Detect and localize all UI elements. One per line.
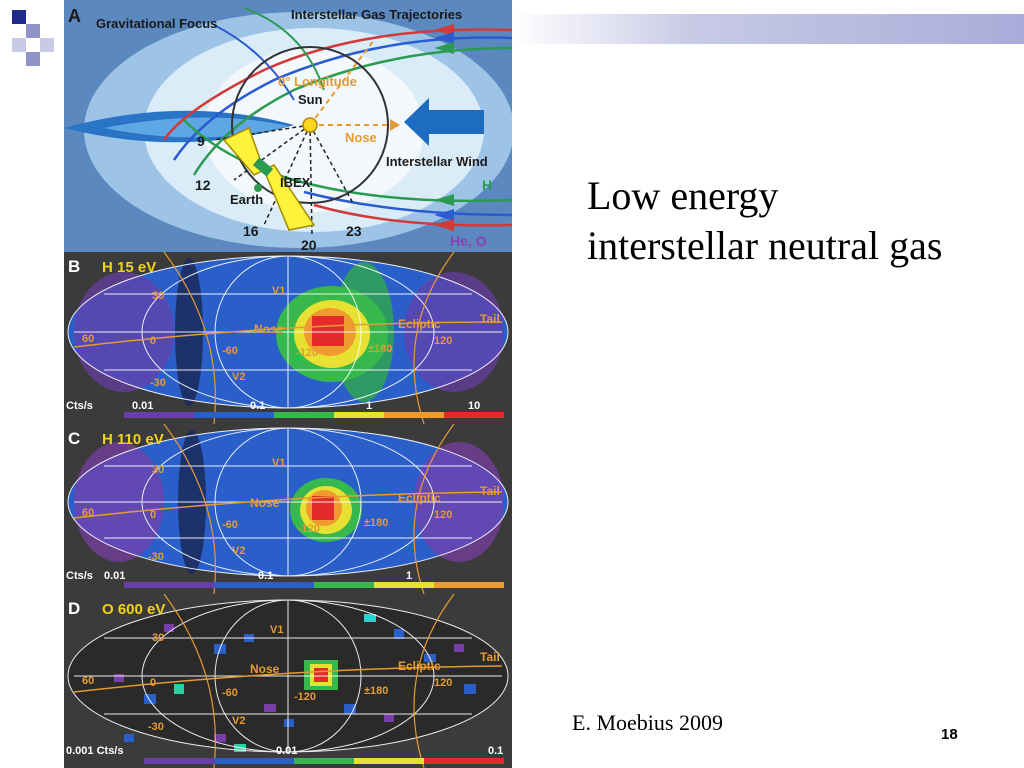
lon-0-label: 0 bbox=[150, 335, 156, 347]
colorbar bbox=[124, 412, 504, 418]
nose-label: Nose bbox=[254, 322, 284, 336]
panel-b-label: B bbox=[68, 257, 80, 276]
lat-30-label: 30 bbox=[152, 632, 164, 644]
lon-0-label: 0 bbox=[150, 509, 156, 521]
month-23-label: 23 bbox=[346, 223, 362, 239]
lat-30-label: 30 bbox=[152, 464, 164, 476]
colorbar-unit: 0.001 Cts/s bbox=[66, 745, 123, 757]
colorbar-tick: 10 bbox=[468, 400, 480, 412]
gravitational-focus-label: Gravitational Focus bbox=[96, 16, 217, 31]
deco-square-mid bbox=[26, 52, 40, 66]
page-number: 18 bbox=[941, 726, 958, 743]
v2-label: V2 bbox=[232, 545, 245, 557]
lon-120-label: 120 bbox=[434, 509, 452, 521]
deco-square-dark bbox=[12, 10, 26, 24]
colorbar-tick: 0.01 bbox=[276, 745, 297, 757]
month-12-label: 12 bbox=[195, 177, 211, 193]
lat-m30-label: -30 bbox=[148, 721, 164, 733]
colorbar bbox=[124, 582, 504, 588]
lon-60-label: 60 bbox=[82, 507, 94, 519]
lon-pm180-label: ±180 bbox=[364, 685, 388, 697]
nose-label: Nose bbox=[250, 496, 280, 510]
ecliptic-label: Ecliptic bbox=[398, 317, 441, 331]
trajectories-label: Interstellar Gas Trajectories bbox=[291, 7, 462, 22]
v2-label: V2 bbox=[232, 715, 245, 727]
heo-label: He, O bbox=[450, 233, 487, 249]
panel-c-title: H 110 eV bbox=[102, 431, 164, 448]
panel-d-label: D bbox=[68, 599, 80, 618]
month-16-label: 16 bbox=[243, 223, 259, 239]
ibex-figure: A Gravitational Focus Interstellar Gas T… bbox=[64, 0, 512, 768]
colorbar-tick: 0.01 bbox=[132, 400, 153, 412]
slide-title-line2: interstellar neutral gas bbox=[587, 223, 943, 268]
h-label: H bbox=[482, 177, 492, 193]
lat-m30-label: -30 bbox=[150, 377, 166, 389]
sun-label: Sun bbox=[298, 92, 323, 107]
panel-b-map: B H 15 eV V1 V2 Nose Ecliptic Tail 30 -3… bbox=[64, 252, 512, 424]
panel-a-label: A bbox=[68, 6, 81, 26]
tail-label: Tail bbox=[480, 484, 500, 498]
lon-0-label: 0 bbox=[150, 677, 156, 689]
panel-c-map: C H 110 eV V1 V2 Nose Ecliptic Tail 30 -… bbox=[64, 424, 512, 594]
panel-d-title: O 600 eV bbox=[102, 601, 165, 618]
tail-label: Tail bbox=[480, 312, 500, 326]
slide-title-line1: Low energy bbox=[587, 173, 779, 218]
lon-m60-label: -60 bbox=[222, 345, 238, 357]
deco-square-light bbox=[40, 38, 54, 52]
ibex-label: IBEX bbox=[280, 175, 311, 190]
panel-a-schematic: A Gravitational Focus Interstellar Gas T… bbox=[64, 0, 512, 252]
corner-decoration bbox=[12, 10, 54, 66]
panel-d-map: D O 600 eV V1 V2 Nose Ecliptic Tail 30 -… bbox=[64, 594, 512, 768]
lon-m120-label: -120 bbox=[294, 691, 316, 703]
figure-credit: E. Moebius 2009 bbox=[572, 710, 723, 735]
v1-label: V1 bbox=[272, 457, 285, 469]
longitude-label: 0° Longitude bbox=[278, 74, 357, 89]
panel-c-label: C bbox=[68, 429, 80, 448]
month-9-label: 9 bbox=[197, 133, 205, 149]
slide-title: Low energy interstellar neutral gas bbox=[587, 171, 1007, 271]
colorbar bbox=[144, 758, 504, 764]
ecliptic-label: Ecliptic bbox=[398, 659, 441, 673]
v1-label: V1 bbox=[272, 285, 285, 297]
tail-label: Tail bbox=[480, 650, 500, 664]
colorbar-tick: 1 bbox=[406, 570, 412, 582]
lon-60-label: 60 bbox=[82, 675, 94, 687]
colorbar-unit: Cts/s bbox=[66, 570, 93, 582]
lon-120-label: 120 bbox=[434, 335, 452, 347]
lon-m120-label: -120 bbox=[298, 523, 320, 535]
colorbar-tick: 0.01 bbox=[104, 570, 125, 582]
month-20-label: 20 bbox=[301, 237, 317, 252]
interstellar-wind-label: Interstellar Wind bbox=[386, 154, 488, 169]
deco-square-light bbox=[12, 38, 26, 52]
lat-m30-label: -30 bbox=[148, 551, 164, 563]
colorbar-tick: 0.1 bbox=[250, 400, 265, 412]
colorbar-tick: 1 bbox=[366, 400, 372, 412]
nose-label: Nose bbox=[250, 662, 280, 676]
lon-m60-label: -60 bbox=[222, 519, 238, 531]
lon-m60-label: -60 bbox=[222, 687, 238, 699]
ecliptic-label: Ecliptic bbox=[398, 491, 441, 505]
lon-pm180-label: ±180 bbox=[364, 517, 388, 529]
deco-square-mid bbox=[26, 24, 40, 38]
header-gradient-bar bbox=[512, 14, 1024, 44]
colorbar-tick: 0.1 bbox=[258, 570, 273, 582]
earth-label: Earth bbox=[230, 192, 263, 207]
v1-label: V1 bbox=[270, 624, 283, 636]
colorbar-unit: Cts/s bbox=[66, 400, 93, 412]
lat-30-label: 30 bbox=[152, 290, 164, 302]
colorbar-tick: 0.1 bbox=[488, 745, 503, 757]
lon-60-label: 60 bbox=[82, 333, 94, 345]
panel-b-title: H 15 eV bbox=[102, 259, 156, 276]
lon-pm180-label: ±180 bbox=[368, 343, 392, 355]
lon-m120-label: -120 bbox=[296, 347, 318, 359]
nose-label: Nose bbox=[345, 130, 377, 145]
lon-120-label: 120 bbox=[434, 677, 452, 689]
v2-label: V2 bbox=[232, 371, 245, 383]
